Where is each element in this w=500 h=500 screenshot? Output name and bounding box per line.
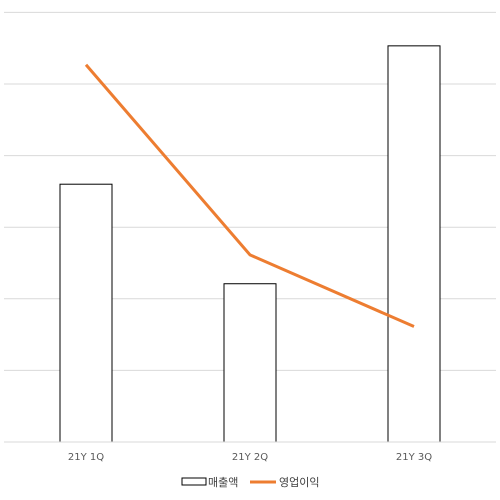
x-tick-labels: 21Y 1Q 21Y 2Q 21Y 3Q — [68, 452, 432, 463]
x-tick-label: 21Y 2Q — [232, 452, 268, 463]
bar-series — [59, 45, 441, 443]
bar-21y-1q — [59, 183, 113, 443]
legend-line-label: 영업이익 — [279, 476, 319, 489]
legend-bar-label: 매출액 — [208, 476, 238, 489]
bar-21y-2q — [223, 283, 277, 443]
legend: 매출액 영업이익 — [181, 476, 319, 489]
x-tick-label: 21Y 1Q — [68, 452, 104, 463]
line-series — [84, 63, 415, 328]
legend-bar-swatch — [181, 477, 207, 486]
x-tick-label: 21Y 3Q — [396, 452, 432, 463]
bar-21y-3q — [387, 45, 441, 443]
